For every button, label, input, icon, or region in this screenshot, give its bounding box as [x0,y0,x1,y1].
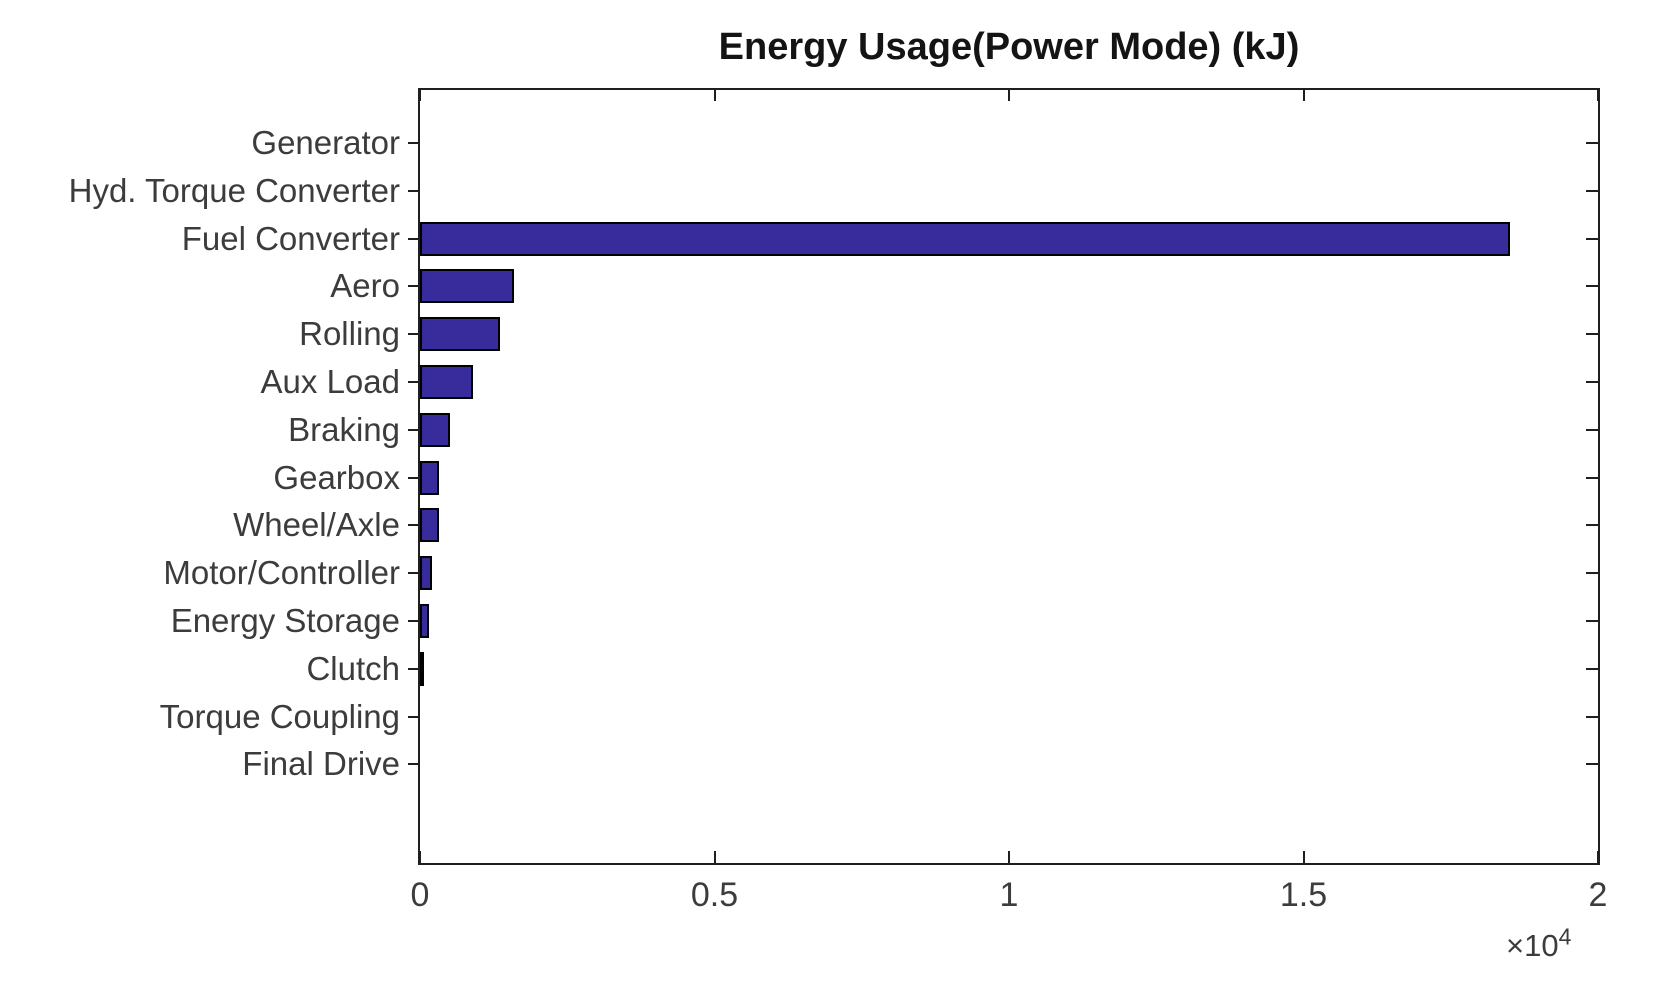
y-tick-right [1586,189,1598,192]
x-tick-bottom [419,851,421,863]
y-tick-right [1586,572,1598,575]
x-axis: 0 0.5 1 1.5 2 [0,876,1665,922]
y-axis-label: Final Drive [242,745,400,783]
y-tick-right [1586,381,1598,383]
x-tick-top [419,90,421,101]
y-tick-left [408,667,418,670]
y-tick-left [408,381,418,383]
y-tick-right [1586,428,1598,431]
chart-title: Energy Usage(Power Mode) (kJ) [718,26,1300,68]
y-axis: Generator Hyd. Torque Converter Fuel Conve… [0,0,410,1007]
y-tick-right [1586,667,1598,670]
y-tick-left [408,620,418,622]
y-axis-label: Motor/Controller [163,554,400,592]
y-tick-right [1586,620,1598,622]
bar [420,317,500,352]
y-axis-label: Aux Load [260,363,400,400]
y-tick-right [1586,476,1598,479]
x-tick-top [1008,90,1010,101]
y-tick-left [408,428,418,431]
y-axis-label: Fuel Converter [181,219,400,257]
y-axis-label: Wheel/Axle [233,506,400,544]
bar [420,556,432,591]
y-tick-left [408,142,418,144]
y-tick-left [408,763,418,766]
y-tick-right [1586,715,1598,718]
bar [420,269,515,304]
y-tick-left [408,524,418,527]
bar [420,604,430,638]
x-axis-tick-label: 0 [410,876,430,914]
y-tick-left [408,333,418,336]
y-axis-label: Gearbox [273,458,400,496]
y-tick-right [1586,285,1598,288]
bar [420,365,473,399]
x-axis-tick-label: 2 [1588,876,1608,914]
bar [420,412,451,447]
x-axis-tick-label: 1 [999,876,1019,914]
x-tick-bottom [713,851,716,863]
x-tick-bottom [1597,851,1599,863]
y-axis-label: Rolling [299,315,400,353]
y-tick-right [1586,524,1598,527]
x-tick-bottom [1302,851,1305,863]
y-tick-right [1586,333,1598,336]
bar [420,460,439,495]
x-tick-bottom [1008,851,1010,863]
x-tick-top [1302,90,1305,101]
y-axis-label: Generator [251,124,400,161]
bar [420,651,425,686]
x-axis-multiplier-exponent: 4 [1558,923,1572,950]
x-axis-multiplier-base: ×10 [1506,928,1559,963]
x-axis-tick-label: 1.5 [1279,876,1328,914]
y-axis-label: Aero [330,267,400,305]
x-tick-top [1597,90,1599,101]
bar [420,221,1510,256]
y-axis-label: Clutch [306,649,400,687]
y-tick-right [1586,237,1598,240]
y-tick-left [408,572,418,575]
y-tick-left [408,476,418,479]
y-tick-left [408,189,418,192]
x-axis-multiplier: ×104 [1506,925,1571,964]
y-axis-label: Torque Coupling [159,697,400,735]
x-tick-top [713,90,716,101]
x-axis-tick-label: 0.5 [690,876,739,914]
y-tick-left [408,285,418,288]
y-tick-right [1586,763,1598,766]
y-tick-left [408,715,418,718]
y-tick-right [1586,142,1598,144]
y-axis-label: Braking [288,410,400,448]
plot-area [418,88,1600,865]
y-axis-label: Energy Storage [170,602,400,639]
y-axis-label: Hyd. Torque Converter [68,171,400,209]
y-tick-left [408,237,418,240]
bar [420,508,440,543]
